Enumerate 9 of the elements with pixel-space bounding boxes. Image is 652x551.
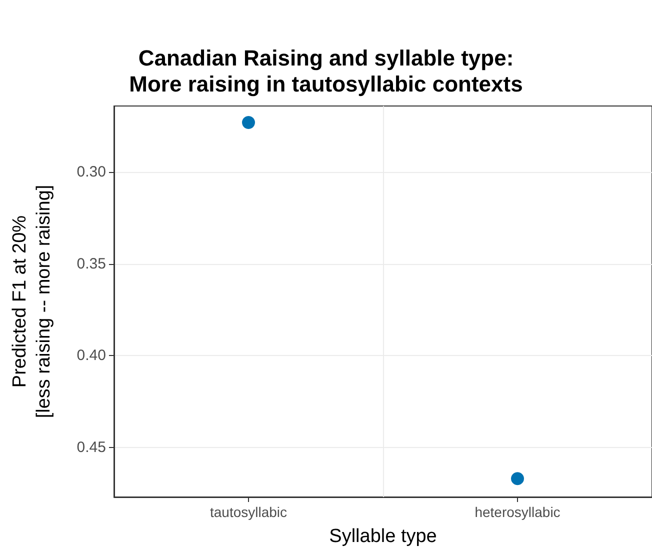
y-tick-label: 0.45 <box>76 438 106 456</box>
x-axis-title: Syllable type <box>329 526 437 547</box>
y-tick-label: 0.40 <box>76 347 106 364</box>
y-tick-label: 0.30 <box>76 164 106 181</box>
x-tick-label: heterosyllabic <box>474 504 560 520</box>
y-axis-title: Predicted F1 at 20% [less raising -- more raising] <box>10 184 54 418</box>
chart-title: Canadian Raising and syllable type: More raising in tautosyllabic contexts <box>129 46 523 96</box>
x-tick-label: tautosyllabic <box>210 504 288 520</box>
y-tick-label: 0.35 <box>76 255 106 272</box>
